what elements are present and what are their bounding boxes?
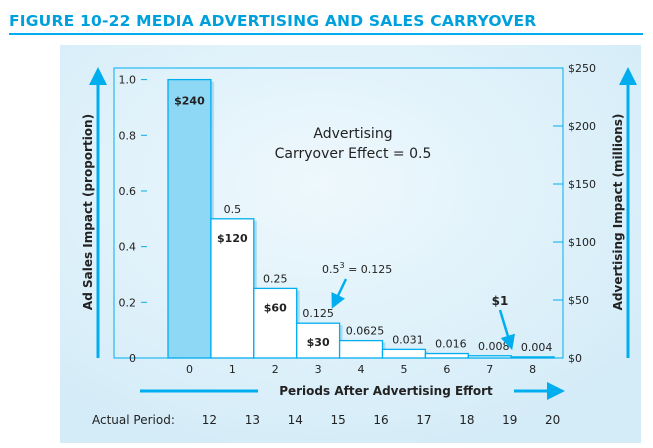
actual-period-value: 16 <box>373 413 388 427</box>
bar-value-label: 0.004 <box>521 341 553 354</box>
y2-axis-label: Advertising Impact (millions) <box>611 114 625 311</box>
x-tick-label: 8 <box>529 363 536 376</box>
bar <box>167 78 212 359</box>
y2-tick-label: $100 <box>568 236 596 249</box>
actual-period-label: Actual Period: <box>92 413 175 427</box>
bar-value-label: 0.5 <box>224 203 242 216</box>
x-tick-label: 3 <box>315 363 322 376</box>
y2-tick-label: $150 <box>568 178 596 191</box>
bar <box>381 348 427 359</box>
x-tick-label: 5 <box>400 363 407 376</box>
y-tick-label: 0.8 <box>119 129 137 142</box>
y2-tick-label: $200 <box>568 120 596 133</box>
figure-title: FIGURE 10-22 MEDIA ADVERTISING AND SALES… <box>9 12 537 30</box>
y-tick-label: 0 <box>129 352 136 365</box>
title-rule <box>9 33 643 35</box>
actual-period-value: 17 <box>416 413 431 427</box>
bar-dollar-label: $30 <box>307 336 330 349</box>
y2-tick-label: $50 <box>568 294 589 307</box>
x-tick-label: 0 <box>186 363 193 376</box>
formula-exponent: 3 <box>340 261 345 270</box>
x-axis-label: Periods After Advertising Effort <box>279 384 493 398</box>
bar-value-label: 0.125 <box>302 307 334 320</box>
actual-period-value: 14 <box>288 413 303 427</box>
x-tick-label: 2 <box>272 363 279 376</box>
effect-label-line1: Advertising <box>313 126 392 142</box>
bar <box>510 356 555 359</box>
x-tick-label: 7 <box>486 363 493 376</box>
formula-base: 0.5 <box>322 263 340 276</box>
effect-label-line2: Carryover Effect = 0.5 <box>275 146 432 162</box>
y-axis-label: Ad Sales Impact (proportion) <box>81 114 95 310</box>
bar-dollar-label: $120 <box>217 232 248 245</box>
formula-annotation: 0.53 = 0.125 <box>322 261 392 276</box>
y-tick-label: 0.4 <box>119 241 137 254</box>
x-tick-label: 6 <box>443 363 450 376</box>
actual-period-value: 20 <box>545 413 560 427</box>
x-tick-label: 1 <box>229 363 236 376</box>
y-tick-label: 0.6 <box>119 185 137 198</box>
bar <box>424 352 469 359</box>
actual-period-value: 18 <box>459 413 474 427</box>
bar-dollar-label: $60 <box>264 301 287 314</box>
actual-period-value: 13 <box>245 413 260 427</box>
bar <box>210 218 255 359</box>
formula-rest: = 0.125 <box>345 263 393 276</box>
bar <box>253 287 298 359</box>
x-tick-label: 4 <box>358 363 365 376</box>
chart-panel <box>60 45 641 443</box>
bar <box>467 355 512 359</box>
y2-tick-label: $250 <box>568 62 596 75</box>
formula-arrow <box>331 278 348 309</box>
bar-value-label: 0.008 <box>478 340 510 353</box>
actual-period-value: 19 <box>502 413 517 427</box>
bar-value-label: 0.016 <box>435 338 467 351</box>
bar-dollar-label: $240 <box>174 95 205 108</box>
dollar-one-arrow <box>498 309 516 351</box>
dollar-one-annotation: $1 <box>492 294 509 308</box>
bar-value-label: 0.0625 <box>346 325 385 338</box>
bar-value-label: 0.25 <box>263 272 288 285</box>
bar-value-label: 0.031 <box>392 333 424 346</box>
bar <box>338 339 384 359</box>
y2-tick-label: $0 <box>568 352 582 365</box>
y-tick-label: 0.2 <box>119 296 137 309</box>
y-tick-label: 1.0 <box>119 74 137 87</box>
actual-period-value: 12 <box>202 413 217 427</box>
actual-period-value: 15 <box>331 413 346 427</box>
